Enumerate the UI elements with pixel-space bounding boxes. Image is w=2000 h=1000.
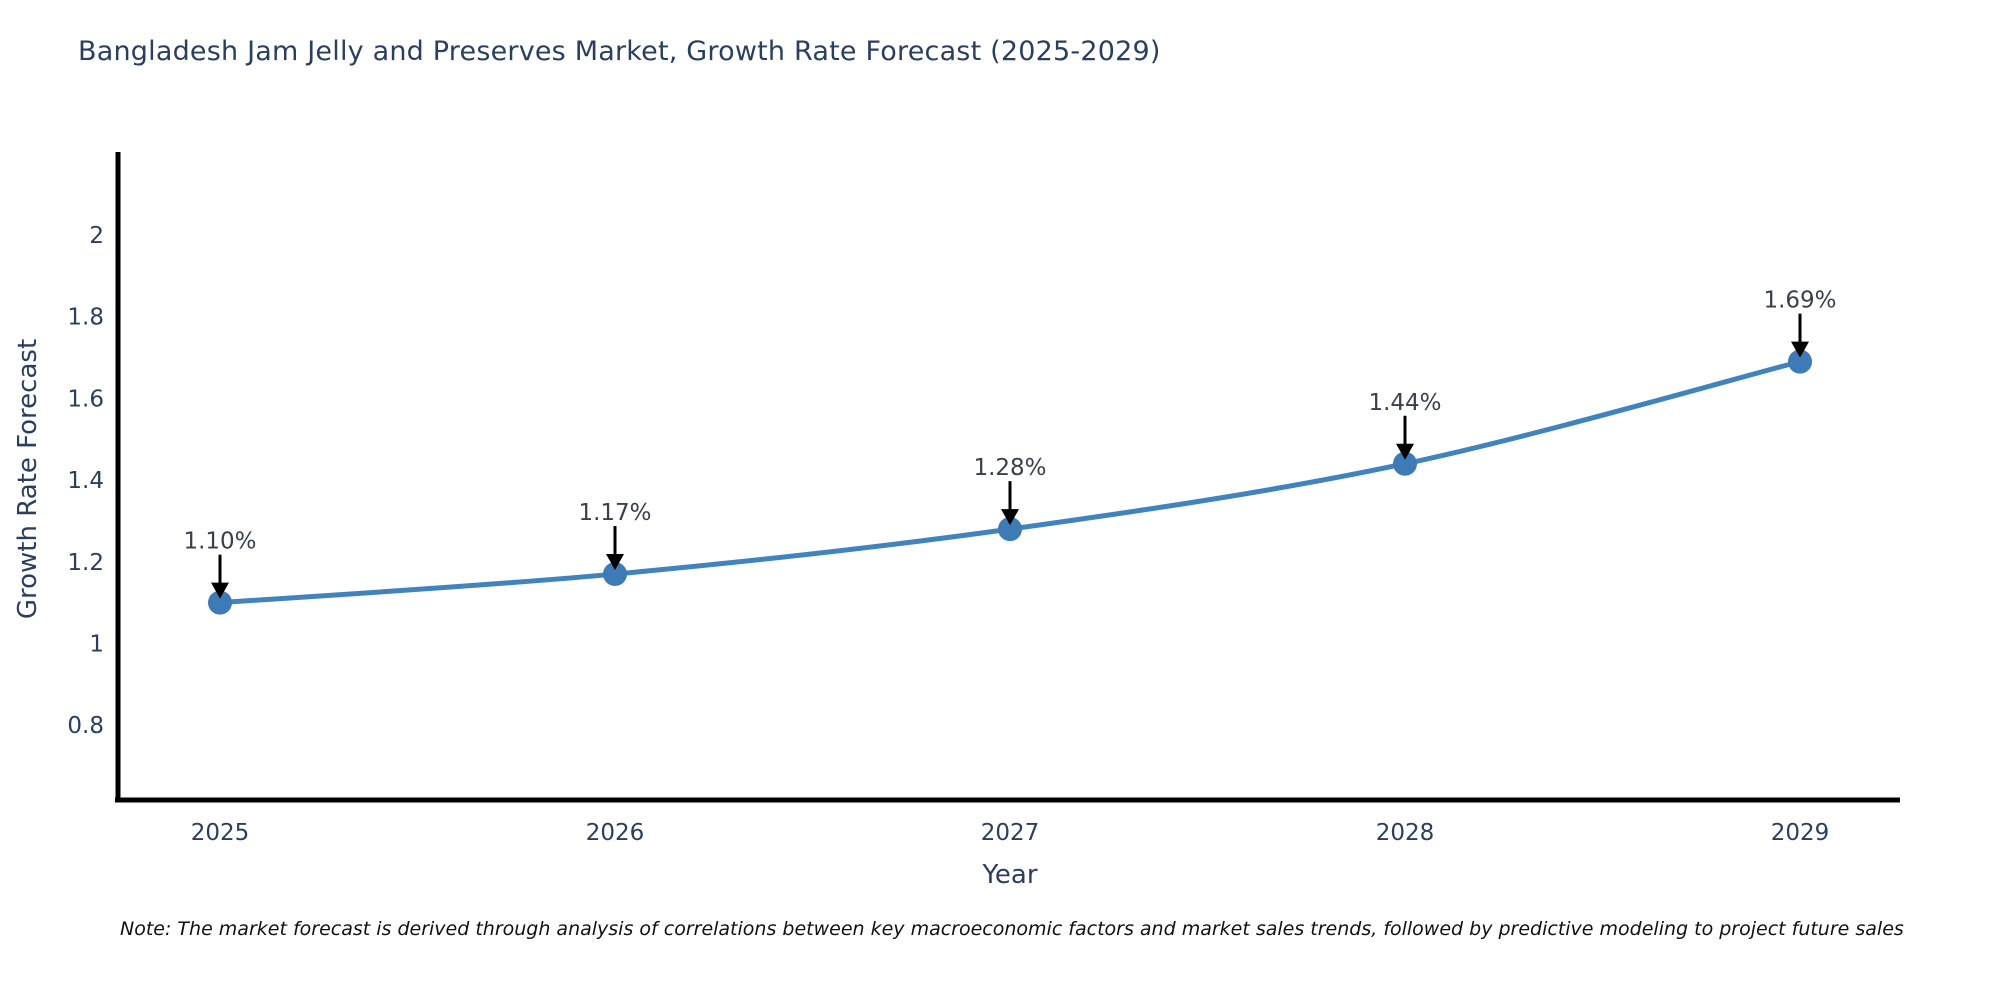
svg-text:2028: 2028	[1376, 820, 1435, 846]
svg-text:2025: 2025	[191, 820, 250, 846]
footnote: Note: The market forecast is derived thr…	[120, 918, 1904, 940]
svg-text:1.6: 1.6	[67, 386, 104, 412]
svg-text:2029: 2029	[1771, 820, 1830, 846]
svg-text:1.2: 1.2	[67, 550, 104, 576]
svg-text:1: 1	[89, 632, 104, 658]
svg-text:0.8: 0.8	[67, 713, 104, 739]
svg-text:1.8: 1.8	[67, 305, 104, 331]
svg-text:2026: 2026	[586, 820, 645, 846]
x-axis-title: Year	[982, 860, 1038, 890]
svg-text:1.28%: 1.28%	[973, 455, 1046, 481]
svg-text:2: 2	[89, 223, 104, 249]
svg-text:1.4: 1.4	[67, 468, 104, 494]
svg-text:1.44%: 1.44%	[1368, 390, 1441, 416]
chart-title: Bangladesh Jam Jelly and Preserves Marke…	[78, 36, 1161, 67]
svg-text:2027: 2027	[981, 820, 1040, 846]
svg-text:1.17%: 1.17%	[578, 500, 651, 526]
svg-text:1.10%: 1.10%	[183, 529, 256, 555]
svg-text:1.69%: 1.69%	[1763, 288, 1836, 314]
